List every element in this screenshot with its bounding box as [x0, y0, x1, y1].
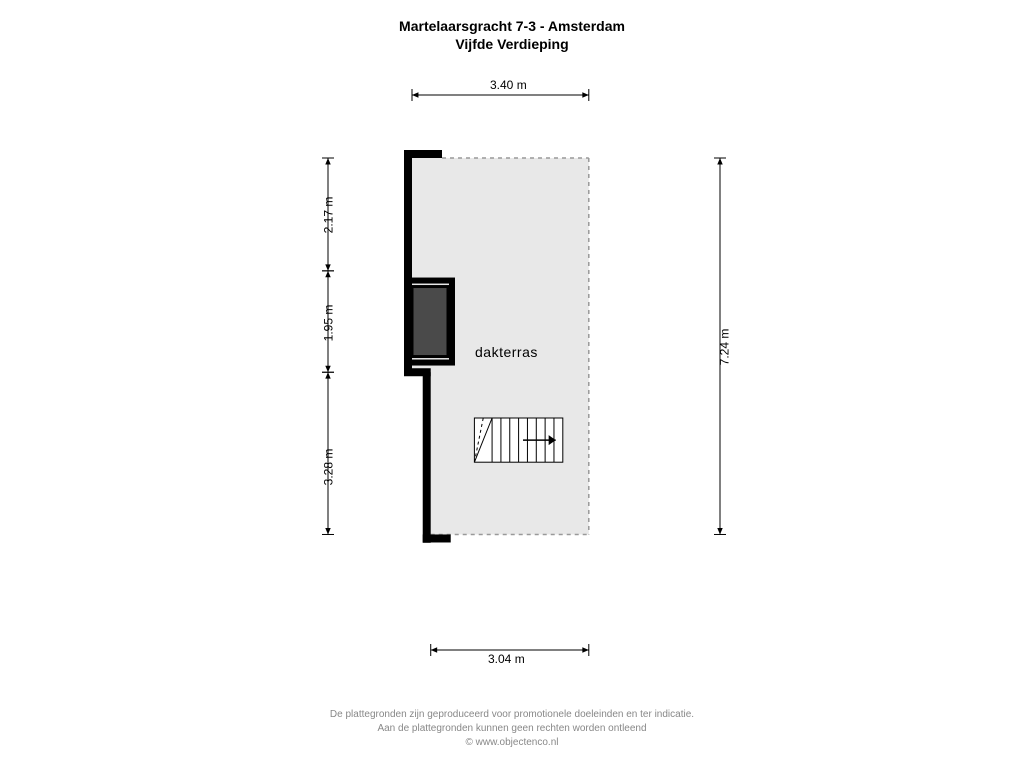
footer-line1: De plattegronden zijn geproduceerd voor …	[0, 708, 1024, 722]
footer-line2: Aan de plattegronden kunnen geen rechten…	[0, 722, 1024, 736]
footer-line3: © www.objectenco.nl	[0, 736, 1024, 750]
dim-top: 3.40 m	[490, 78, 527, 92]
dim-left-bottom: 3.28 m	[321, 449, 335, 486]
dim-left-top: 2.17 m	[321, 197, 335, 234]
dim-right: 7.24 m	[717, 329, 731, 366]
dim-left-mid: 1.95 m	[321, 305, 335, 342]
dim-bottom: 3.04 m	[488, 652, 525, 666]
room-label-dakterras: dakterras	[475, 344, 538, 360]
